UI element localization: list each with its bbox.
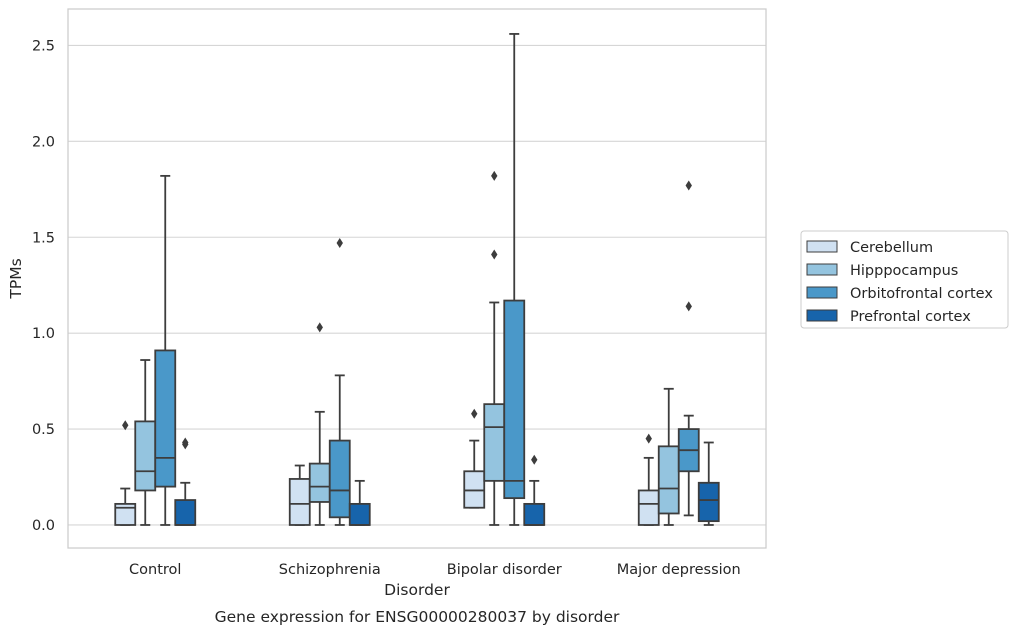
- box-iqr: [134, 420, 157, 492]
- outlier-point: [182, 437, 189, 448]
- box-iqr: [174, 499, 197, 526]
- box-cerebellum: [288, 464, 311, 526]
- box-prefrontal-cortex: [174, 437, 197, 526]
- box-orbitofrontal-cortex: [503, 33, 526, 526]
- outlier-point: [336, 238, 343, 249]
- box-iqr: [697, 481, 720, 523]
- x-tick-label: Bipolar disorder: [447, 562, 562, 578]
- outlier-point: [471, 408, 478, 419]
- x-tick-label: Major depression: [617, 562, 741, 578]
- box-iqr: [637, 489, 660, 526]
- box-cerebellum: [463, 408, 486, 509]
- x-tick-labels: Control Schizophrenia Bipolar disorder Majo…: [129, 562, 741, 578]
- box-cerebellum: [637, 433, 660, 526]
- outlier-point: [685, 301, 692, 312]
- box-iqr: [288, 478, 311, 526]
- legend-swatch: [806, 309, 838, 322]
- box-iqr: [657, 445, 680, 515]
- box-iqr: [503, 299, 526, 500]
- legend: Cerebellum Hipppocampus Orbitofrontal cort…: [800, 230, 1009, 329]
- y-tick-label: 0.0: [32, 518, 55, 534]
- legend-swatch: [806, 286, 838, 299]
- legend-swatch: [806, 240, 838, 253]
- x-tick-label: Schizophrenia: [279, 562, 381, 578]
- plot-frame: [67, 8, 767, 549]
- legend-label: Prefrontal cortex: [850, 309, 971, 325]
- box-plot-series: [114, 33, 720, 526]
- box-iqr: [463, 470, 486, 509]
- y-tick-label: 2.5: [32, 38, 55, 54]
- box-orbitofrontal-cortex: [328, 238, 351, 526]
- outlier-point: [645, 433, 652, 444]
- y-tick-label: 1.5: [32, 230, 55, 246]
- box-iqr: [308, 462, 331, 503]
- box-iqr: [114, 502, 137, 526]
- box-iqr: [328, 439, 351, 519]
- box-iqr: [523, 502, 546, 526]
- box-iqr: [348, 502, 371, 526]
- box-cerebellum: [114, 420, 137, 526]
- box-iqr: [154, 349, 177, 488]
- chart-caption: Gene expression for ENSG00000280037 by d…: [215, 608, 620, 626]
- legend-item: Cerebellum: [806, 240, 933, 256]
- box-prefrontal-cortex: [348, 479, 371, 526]
- box-hipppocampus: [308, 322, 331, 526]
- box-hipppocampus: [483, 170, 506, 526]
- outlier-point: [531, 454, 538, 465]
- legend-item: Orbitofrontal cortex: [806, 286, 993, 302]
- legend-item: Prefrontal cortex: [806, 309, 971, 325]
- box-iqr: [483, 403, 506, 482]
- y-tick-labels: 0.0 0.5 1.0 1.5 2.0 2.5: [32, 38, 55, 534]
- legend-label: Orbitofrontal cortex: [850, 286, 993, 302]
- legend-swatch: [806, 263, 838, 276]
- box-orbitofrontal-cortex: [154, 174, 177, 526]
- outlier-point: [491, 170, 498, 181]
- y-tick-label: 2.0: [32, 134, 55, 150]
- outlier-point: [122, 420, 129, 431]
- box-orbitofrontal-cortex: [677, 180, 700, 517]
- legend-item: Hipppocampus: [806, 263, 958, 279]
- x-axis-label: Disorder: [384, 581, 450, 599]
- x-tick-label: Control: [129, 562, 181, 578]
- legend-frame: [800, 230, 1009, 329]
- y-tick-label: 1.0: [32, 326, 55, 342]
- legend-label: Hipppocampus: [850, 263, 958, 279]
- outlier-point: [491, 249, 498, 260]
- box-hipppocampus: [134, 359, 157, 526]
- box-prefrontal-cortex: [697, 441, 720, 526]
- box-hipppocampus: [657, 387, 680, 526]
- outlier-point: [685, 180, 692, 191]
- y-tick-label: 0.5: [32, 422, 55, 438]
- y-axis-label: TPMs: [7, 258, 25, 299]
- legend-label: Cerebellum: [850, 240, 933, 256]
- box-prefrontal-cortex: [523, 454, 546, 526]
- outlier-point: [316, 322, 323, 333]
